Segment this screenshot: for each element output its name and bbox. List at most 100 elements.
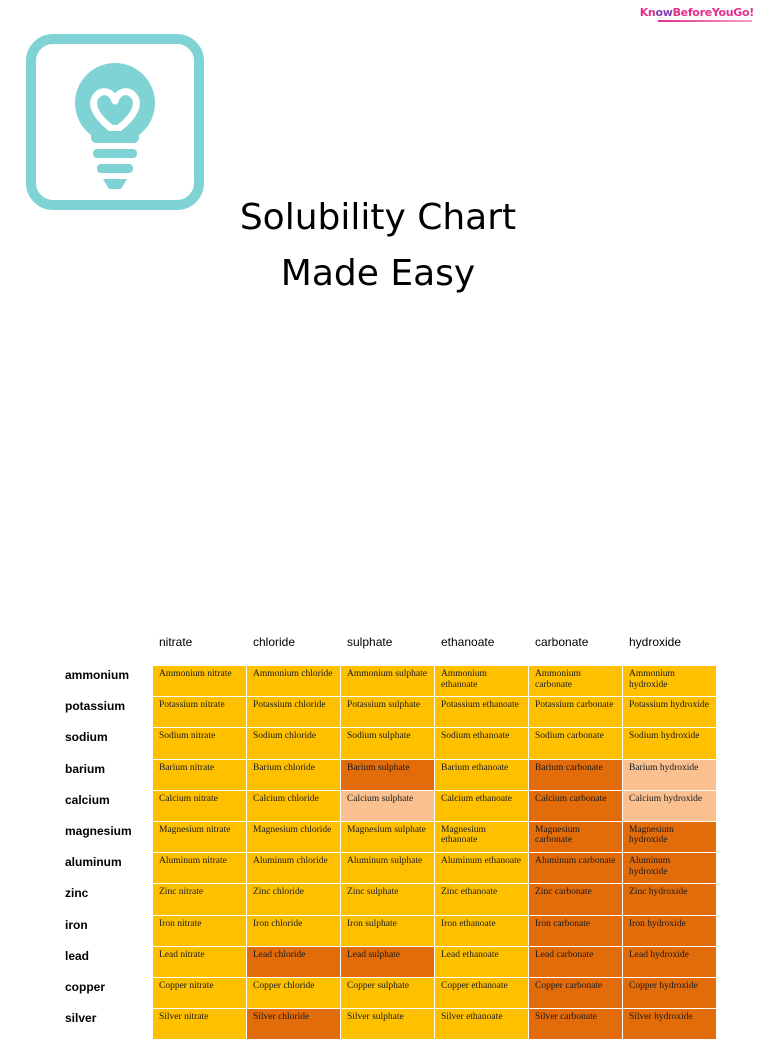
table-cell: Sodium chloride [247,728,341,760]
table-cell: Copper carbonate [529,977,623,1010]
table-cell: Barium carbonate [529,759,623,791]
page-title: Solubility Chart Made Easy [0,190,756,302]
brand-logo-part1: Kn [639,6,656,19]
table-cell: Copper ethanoate [435,977,529,1010]
table-cell: Magnesium hydroxide [623,821,717,854]
table-cell: Lead nitrate [153,946,247,978]
table-cell: Copper nitrate [153,977,247,1010]
table-cell: Lead ethanoate [435,946,529,978]
table-cell: Silver sulphate [341,1009,435,1040]
table-cell: Magnesium sulphate [341,821,435,854]
column-header-chloride: chloride [253,635,296,649]
table-cell: Copper chloride [247,977,341,1010]
table-cell: Iron chloride [247,915,341,947]
table-cell: Magnesium chloride [247,821,341,854]
table-cell: Ammonium sulphate [341,666,435,698]
table-cell: Iron carbonate [529,915,623,947]
table-cell: Zinc sulphate [341,884,435,916]
table-cell: Potassium ethanoate [435,697,529,729]
table-cell: Aluminum ethanoate [435,853,529,885]
table-cell: Zinc chloride [247,884,341,916]
table-cell: Zinc ethanoate [435,884,529,916]
table-cell: Calcium carbonate [529,790,623,822]
table-cell: Zinc nitrate [153,884,247,916]
table-cell: Ammonium carbonate [529,666,623,698]
table-cell: Barium hydroxide [623,759,717,791]
table-cell: Aluminum carbonate [529,853,623,885]
table-cell: Sodium carbonate [529,728,623,760]
table-cell: Silver nitrate [153,1009,247,1040]
table-cell: Ammonium ethanoate [435,666,529,698]
table-cell: Magnesium nitrate [153,821,247,854]
page-title-line1: Solubility Chart [239,197,517,238]
table-cell: Calcium nitrate [153,790,247,822]
table-cell: Aluminum sulphate [341,853,435,885]
table-cell: Potassium hydroxide [623,697,717,729]
row-label-silver: silver [65,1011,97,1026]
table-column-headers: nitrate chloride sulphate ethanoate carbonat… [153,628,717,656]
table-cell: Barium ethanoate [435,759,529,791]
table-cell: Silver ethanoate [435,1009,529,1040]
row-label-copper: copper [65,979,106,994]
table-cell: Lead chloride [247,946,341,978]
row-label-zinc: zinc [65,886,89,901]
table-cell: Zinc carbonate [529,884,623,916]
table-cell: Calcium sulphate [341,790,435,822]
table-cell: Aluminum chloride [247,853,341,885]
table-cell: Magnesium carbonate [529,821,623,854]
page-title-line2: Made Easy [280,253,476,294]
table-cell: Magnesium ethanoate [435,821,529,854]
table-cell: Zinc hydroxide [623,884,717,916]
table-cell: Lead carbonate [529,946,623,978]
table-cell: Iron nitrate [153,915,247,947]
column-header-carbonate: carbonate [535,635,589,649]
column-header-nitrate: nitrate [159,635,193,649]
table-cell: Potassium nitrate [153,697,247,729]
table-cell: Lead sulphate [341,946,435,978]
table-cell: Ammonium chloride [247,666,341,698]
table-cell: Ammonium hydroxide [623,666,717,698]
table-cell: Copper hydroxide [623,977,717,1010]
table-cell: Silver hydroxide [623,1009,717,1040]
table-cell: Silver carbonate [529,1009,623,1040]
table-cell: Potassium carbonate [529,697,623,729]
table-cell: Aluminum nitrate [153,853,247,885]
table-cell: Potassium sulphate [341,697,435,729]
table-cell: Lead hydroxide [623,946,717,978]
row-label-potassium: potassium [65,699,126,714]
table-cell: Sodium hydroxide [623,728,717,760]
table-cell: Sodium sulphate [341,728,435,760]
table-cell: Silver chloride [247,1009,341,1040]
table-cell: Sodium nitrate [153,728,247,760]
row-label-calcium: calcium [65,792,110,807]
table-cell: Calcium chloride [247,790,341,822]
table-cell: Copper sulphate [341,977,435,1010]
row-label-sodium: sodium [65,730,108,745]
row-label-iron: iron [65,917,88,932]
table-row-labels: ammonium potassium sodium barium calcium magn… [65,666,153,1040]
row-label-ammonium: ammonium [65,668,130,682]
table-cell: Iron hydroxide [623,915,717,947]
row-label-barium: barium [65,761,106,776]
table-cell: Iron ethanoate [435,915,529,947]
brand-logo-part3: BeforeYouGo! [672,6,755,19]
table-cell: Calcium ethanoate [435,790,529,822]
table-cell: Sodium ethanoate [435,728,529,760]
column-header-sulphate: sulphate [347,635,393,649]
row-label-aluminum: aluminum [65,855,122,870]
table-cell: Barium nitrate [153,759,247,791]
table-cell: Barium chloride [247,759,341,791]
table-cell: Iron sulphate [341,915,435,947]
lightbulb-heart-icon [25,33,205,211]
row-label-lead: lead [65,948,90,963]
table-cell: Calcium hydroxide [623,790,717,822]
row-label-magnesium: magnesium [65,823,132,838]
column-header-hydroxide: hydroxide [629,635,682,649]
brand-logo-part2: ow [655,6,673,19]
table-cell: Aluminum hydroxide [623,853,717,885]
brand-logo: Kn ow BeforeYouGo! [640,4,754,22]
column-header-ethanoate: ethanoate [441,635,495,649]
solubility-table: Ammonium nitrate Ammonium chloride Ammoniu… [153,666,717,1040]
table-cell: Potassium chloride [247,697,341,729]
table-cell: Ammonium nitrate [153,666,247,698]
